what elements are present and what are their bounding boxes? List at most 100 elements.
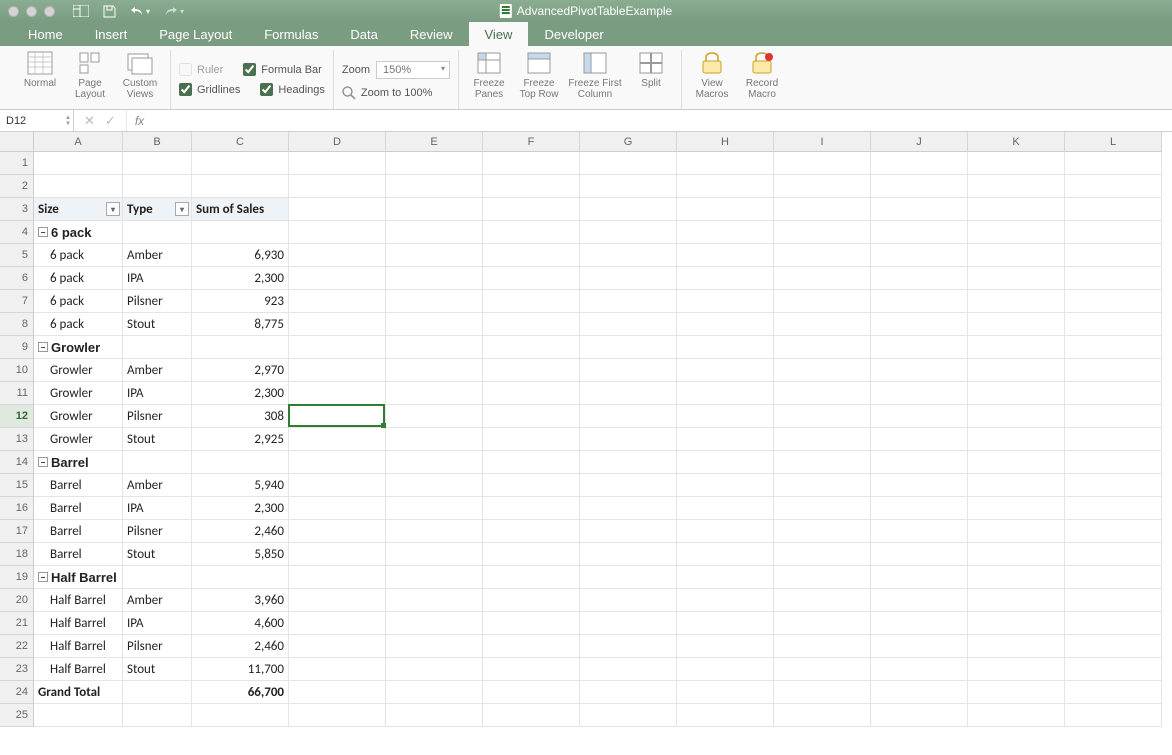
cell[interactable] [1065, 658, 1162, 681]
cell[interactable] [483, 589, 580, 612]
filter-dropdown-icon[interactable]: ▾ [106, 202, 120, 216]
cell[interactable] [968, 658, 1065, 681]
zoom-100-button[interactable]: Zoom to 100% [342, 86, 433, 100]
cell[interactable] [871, 290, 968, 313]
cell[interactable] [871, 520, 968, 543]
cell[interactable] [1065, 267, 1162, 290]
cell[interactable] [871, 635, 968, 658]
cell[interactable] [483, 428, 580, 451]
row-header[interactable]: 21 [0, 612, 34, 635]
cell[interactable] [677, 612, 774, 635]
cell[interactable] [580, 704, 677, 727]
cell[interactable] [192, 175, 289, 198]
cell[interactable] [677, 175, 774, 198]
cell[interactable]: Grand Total [34, 681, 123, 704]
row-header[interactable]: 10 [0, 359, 34, 382]
cell[interactable] [677, 474, 774, 497]
cell[interactable] [774, 359, 871, 382]
cell[interactable]: 6 pack [34, 290, 123, 313]
cell[interactable] [386, 382, 483, 405]
headings-checkbox[interactable]: Headings [260, 81, 324, 99]
cell[interactable] [580, 359, 677, 382]
cell[interactable] [1065, 497, 1162, 520]
cell[interactable] [386, 589, 483, 612]
row-header[interactable]: 16 [0, 497, 34, 520]
cell[interactable] [677, 704, 774, 727]
row-header[interactable]: 18 [0, 543, 34, 566]
cell[interactable]: IPA [123, 382, 192, 405]
qat-undo-icon[interactable]: ▾ [130, 5, 150, 17]
cell[interactable] [1065, 566, 1162, 589]
cell[interactable]: IPA [123, 267, 192, 290]
row-header[interactable]: 12 [0, 405, 34, 428]
cell[interactable] [483, 451, 580, 474]
cell[interactable]: 2,460 [192, 635, 289, 658]
cell[interactable] [1065, 290, 1162, 313]
view-macros-button[interactable]: View Macros [690, 50, 734, 100]
zoom-window-icon[interactable] [44, 6, 55, 17]
cell[interactable] [677, 267, 774, 290]
cell[interactable] [871, 566, 968, 589]
cell[interactable] [386, 681, 483, 704]
cell[interactable]: Growler [34, 382, 123, 405]
cell[interactable] [1065, 336, 1162, 359]
cell[interactable]: 5,940 [192, 474, 289, 497]
cell[interactable] [968, 497, 1065, 520]
cell[interactable] [1065, 359, 1162, 382]
cell[interactable] [774, 152, 871, 175]
cell[interactable] [677, 336, 774, 359]
enter-formula-icon[interactable]: ✓ [105, 113, 116, 129]
cell[interactable]: Stout [123, 658, 192, 681]
cell[interactable] [968, 405, 1065, 428]
cell[interactable] [871, 405, 968, 428]
cell[interactable] [289, 359, 386, 382]
column-header[interactable]: H [677, 132, 774, 152]
column-header[interactable]: J [871, 132, 968, 152]
cell[interactable] [968, 451, 1065, 474]
cell[interactable] [774, 520, 871, 543]
cell[interactable]: 8,775 [192, 313, 289, 336]
collapse-icon[interactable]: − [38, 227, 48, 237]
cell[interactable] [677, 658, 774, 681]
cell[interactable]: Barrel [34, 497, 123, 520]
record-macro-button[interactable]: Record Macro [740, 50, 784, 100]
namebox-stepper-icon[interactable]: ▲▼ [65, 115, 71, 127]
cell[interactable] [386, 635, 483, 658]
cell[interactable] [580, 658, 677, 681]
cell[interactable] [774, 313, 871, 336]
cell[interactable]: Stout [123, 313, 192, 336]
cell[interactable] [580, 405, 677, 428]
cell[interactable]: 2,460 [192, 520, 289, 543]
cell[interactable] [871, 474, 968, 497]
cell[interactable] [289, 382, 386, 405]
row-header[interactable]: 11 [0, 382, 34, 405]
cell[interactable] [386, 175, 483, 198]
cell[interactable] [677, 290, 774, 313]
cell[interactable]: 2,300 [192, 267, 289, 290]
cell[interactable] [677, 382, 774, 405]
cell[interactable] [192, 152, 289, 175]
cell[interactable]: 6 pack [34, 244, 123, 267]
cell[interactable] [677, 313, 774, 336]
column-header[interactable]: I [774, 132, 871, 152]
cell[interactable]: 6,930 [192, 244, 289, 267]
cell[interactable] [580, 543, 677, 566]
cell[interactable] [289, 474, 386, 497]
cell[interactable] [289, 451, 386, 474]
cell[interactable] [1065, 635, 1162, 658]
row-header[interactable]: 1 [0, 152, 34, 175]
cell[interactable] [289, 244, 386, 267]
formula-input[interactable] [144, 110, 1172, 131]
cell[interactable] [123, 175, 192, 198]
close-window-icon[interactable] [8, 6, 19, 17]
row-header[interactable]: 23 [0, 658, 34, 681]
cell[interactable]: 6 pack [34, 267, 123, 290]
cell[interactable] [289, 405, 386, 428]
cell[interactable] [483, 336, 580, 359]
cell[interactable] [1065, 589, 1162, 612]
cell[interactable] [123, 681, 192, 704]
cell[interactable]: Growler [34, 359, 123, 382]
cell[interactable]: Pilsner [123, 520, 192, 543]
cell[interactable] [386, 612, 483, 635]
cell[interactable] [1065, 152, 1162, 175]
